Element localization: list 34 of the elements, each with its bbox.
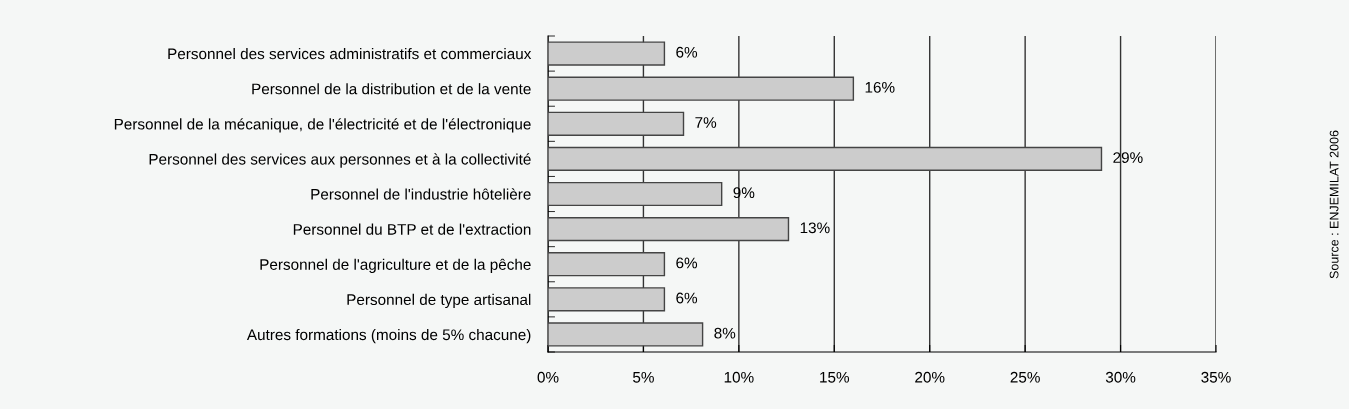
- bar: [548, 181, 723, 207]
- data-label: 7%: [695, 117, 717, 128]
- x-tick-label: 0%: [537, 371, 559, 383]
- data-label: 8%: [714, 327, 736, 339]
- x-tick-label: 25%: [1010, 371, 1040, 383]
- data-label: 6%: [676, 292, 698, 304]
- y-tick-label: Autres formations (moins de 5% chacune): [246, 328, 531, 344]
- bar: [548, 217, 790, 242]
- data-label: 6%: [676, 46, 698, 58]
- x-tick-label: 35%: [1201, 371, 1231, 383]
- x-tick-label: 5%: [633, 371, 654, 383]
- y-tick-label: Personnel de l'industrie hôtelière: [311, 188, 531, 200]
- y-tick-label: Personnel du BTP et de l'extraction: [293, 223, 531, 235]
- data-label: 13%: [800, 222, 830, 234]
- x-tick-label: 15%: [820, 371, 850, 383]
- y-tick-label: Personnel de type artisanal: [347, 293, 531, 309]
- y-tick-label: Personnel de l'agriculture et de la pêche: [260, 258, 531, 273]
- y-tick-label: Personnel de la distribution et de la vente: [252, 83, 531, 95]
- source-note: Source : ENJEMILAT 2006: [1329, 130, 1339, 279]
- bar: [548, 322, 704, 347]
- bar: [548, 287, 666, 312]
- bar: [548, 111, 685, 136]
- y-tick-label: Personnel des services administratifs et commerciaux: [168, 48, 532, 60]
- bar: [548, 41, 666, 66]
- bar: [548, 252, 666, 277]
- y-tick-label: Personnel de la mécanique, de l'électricité et de l'électronique: [114, 118, 531, 133]
- data-label: 16%: [865, 81, 895, 93]
- data-label: 6%: [676, 257, 698, 269]
- bar: [548, 76, 855, 101]
- bar: [548, 146, 1103, 171]
- x-tick-label: 10%: [724, 371, 754, 383]
- y-tick-label: Personnel des services aux personnes et à la collectivité: [149, 153, 531, 168]
- x-tick-label: 20%: [915, 371, 945, 383]
- x-tick-label: 30%: [1105, 371, 1136, 383]
